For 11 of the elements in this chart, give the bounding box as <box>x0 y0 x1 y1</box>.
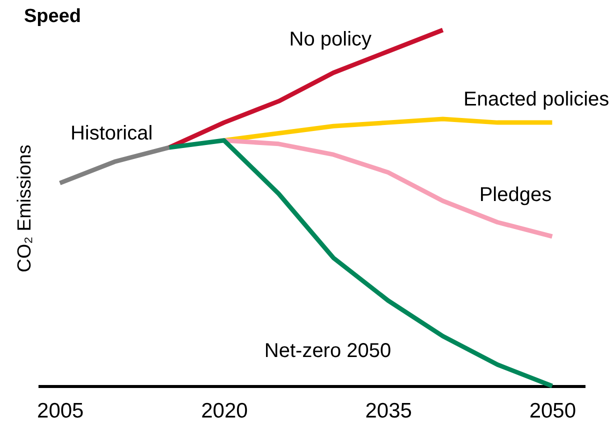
x-tick-label: 2020 <box>201 400 248 422</box>
series-label: No policy <box>289 28 372 51</box>
series-label: Net-zero 2050 <box>264 340 392 362</box>
x-tick-label: 2005 <box>37 400 84 422</box>
series-label: Pledges <box>479 184 552 206</box>
series-label: Enacted policies <box>464 88 610 111</box>
chart-title: Speed <box>24 6 82 27</box>
x-tick-label: 2050 <box>529 400 576 422</box>
series-label: Historical <box>70 122 153 145</box>
y-axis-title: CO₂ Emissions <box>14 144 36 272</box>
x-tick-label: 2035 <box>365 400 412 422</box>
